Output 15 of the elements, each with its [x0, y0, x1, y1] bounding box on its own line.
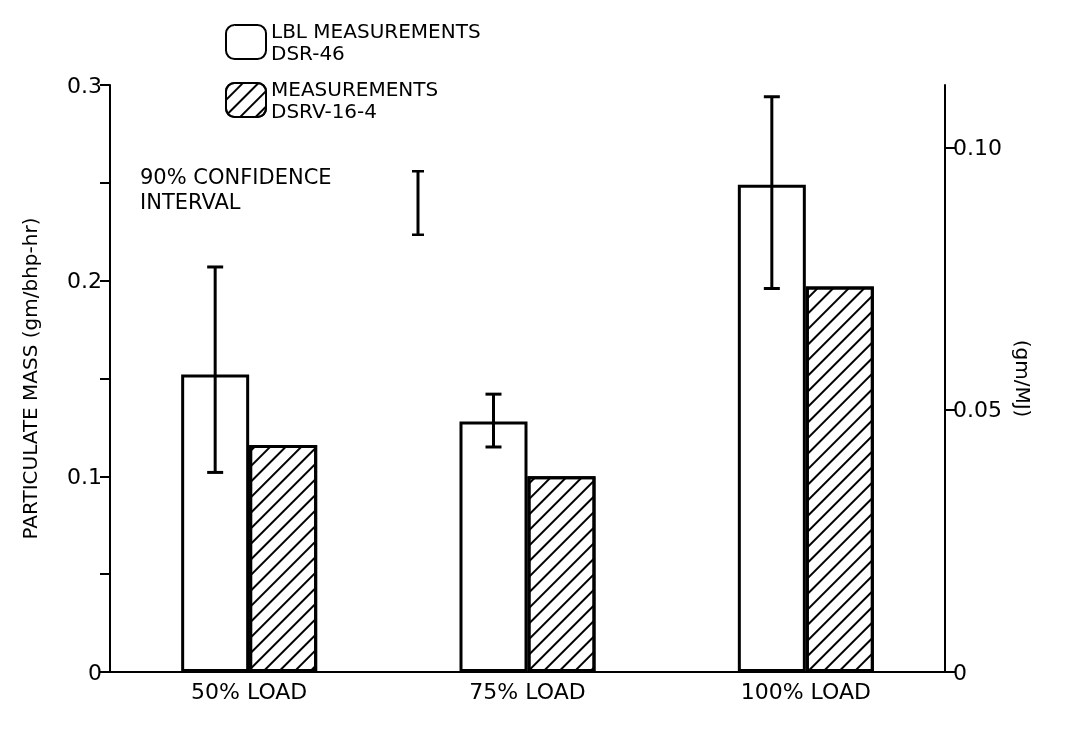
- x-tick-label: 100% LOAD: [740, 678, 871, 704]
- y2-axis-title: (gm/MJ): [1010, 339, 1035, 418]
- y-tick-label: 0.3: [67, 72, 102, 98]
- legend-label: MEASUREMENTS DSRV-16-4: [271, 77, 439, 123]
- y-tick-label: 0: [88, 659, 102, 685]
- y2-tick-label: 0.10: [953, 135, 1002, 161]
- y2-tick-label: 0: [953, 659, 967, 685]
- x-tick-label: 50% LOAD: [191, 678, 308, 704]
- y2-tick-label: 0.05: [953, 397, 1002, 423]
- legend-label: LBL MEASUREMENTS DSR-46: [271, 19, 481, 65]
- y-tick-label: 0.1: [67, 463, 102, 489]
- annotation: 90% CONFIDENCE INTERVAL: [140, 165, 332, 215]
- y-tick-label: 0.2: [67, 268, 102, 294]
- x-tick-label: 75% LOAD: [469, 678, 586, 704]
- y-axis-title: PARTICULATE MASS (gm/bhp-hr): [18, 217, 42, 540]
